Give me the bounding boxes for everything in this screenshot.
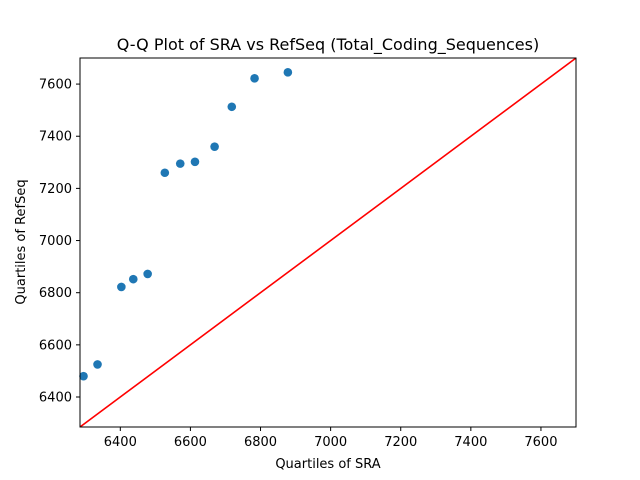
chart-title: Q-Q Plot of SRA vs RefSeq (Total_Coding_… [117,35,539,55]
data-point [283,68,293,77]
x-tick-label: 7600 [524,435,557,450]
y-tick-label: 7600 [39,78,72,93]
data-point [117,282,126,292]
data-point [175,159,185,168]
x-tick-label: 6600 [174,435,207,450]
data-point [128,274,138,284]
y-tick-label: 7400 [39,130,72,145]
reference-line [80,58,576,427]
data-point [93,360,102,369]
plot-area: 6400 6600 6800 7000 7200 7400 7600 6400 6600 6800… [39,57,577,450]
data-point [79,371,88,381]
x-tick-label: 6400 [104,435,137,450]
x-tick-label: 7200 [384,435,417,450]
axes-frame [79,57,577,428]
y-tick-label: 6400 [39,391,72,406]
y-tick-label: 6600 [39,338,72,353]
data-point [250,74,259,83]
data-point [227,102,237,112]
data-point [190,157,200,167]
data-point [210,142,219,151]
data-point [160,168,170,178]
y-tick-label: 7200 [39,182,72,197]
x-tick-label: 7000 [314,435,347,450]
y-tick-label: 7000 [39,234,72,249]
y-tick-label: 6800 [39,286,72,301]
x-axis-title: Quartiles of SRA [275,457,380,472]
data-point [143,269,152,279]
y-axis-title: Quartiles of RefSeq [14,179,29,304]
x-tick-label: 6800 [244,435,277,450]
x-tick-label: 7400 [454,435,487,450]
